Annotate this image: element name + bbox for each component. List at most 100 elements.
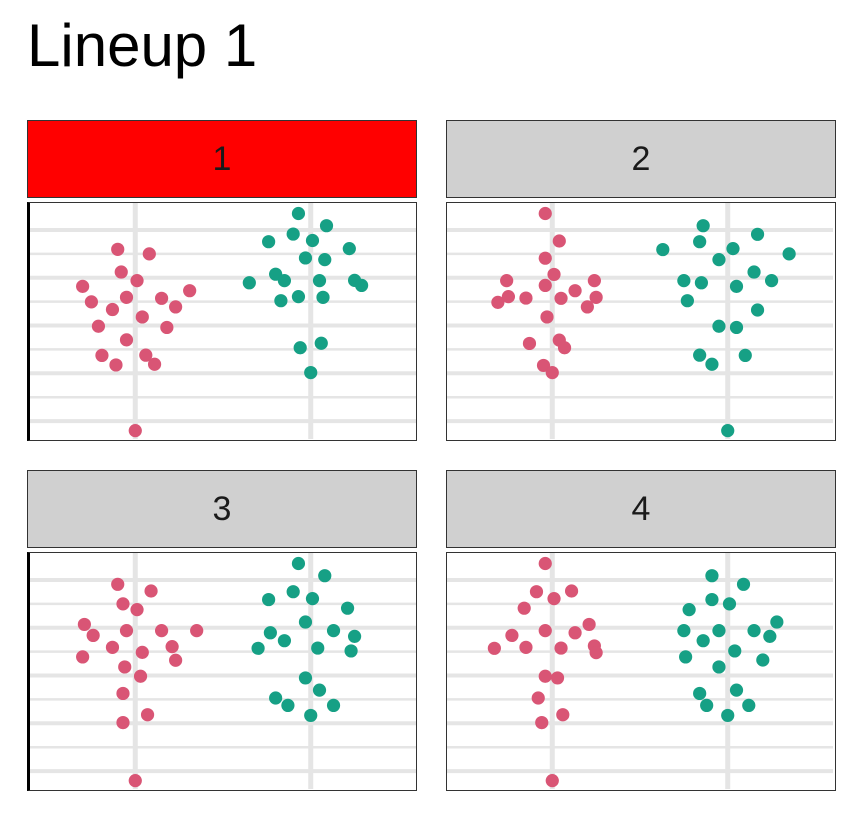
data-point-b [742, 698, 756, 712]
data-point-b [700, 698, 714, 712]
data-point-a [116, 597, 130, 611]
data-point-b [277, 634, 292, 648]
data-point-a [116, 715, 130, 730]
data-point-a [582, 617, 596, 632]
data-point-b [728, 644, 742, 658]
data-point-b [696, 634, 710, 648]
data-point-b [298, 251, 313, 265]
data-point-a [119, 624, 134, 638]
data-point-b [729, 320, 744, 335]
data-point-a [116, 686, 130, 701]
data-point-a [95, 348, 109, 362]
data-point-b [747, 624, 761, 638]
data-point-a [160, 320, 174, 335]
data-point-a [154, 624, 169, 638]
data-point-a [589, 646, 603, 660]
data-point-b [705, 592, 719, 607]
data-point-b [305, 233, 320, 248]
data-point-b [312, 683, 327, 697]
data-point-a [111, 577, 125, 591]
data-point-b [747, 265, 761, 279]
data-point-b [298, 671, 313, 685]
data-point-b [750, 303, 765, 317]
data-point-b [304, 365, 318, 380]
plot-area [446, 202, 836, 441]
data-point-a [109, 358, 123, 372]
data-point-b [726, 242, 740, 256]
data-point-a [545, 774, 559, 788]
data-point-a [550, 671, 565, 685]
data-point-a [587, 274, 601, 288]
data-point-a [118, 660, 132, 674]
facet-panel-1: 1 [27, 120, 417, 441]
facet-label: 3 [212, 489, 232, 528]
data-point-b [286, 227, 300, 241]
data-point-a [538, 278, 552, 293]
data-point-a [568, 284, 582, 298]
data-point-a [540, 310, 554, 324]
data-point-b [756, 653, 770, 667]
data-point-a [545, 365, 559, 380]
data-point-b [738, 348, 752, 362]
data-point-b [656, 242, 670, 257]
facet-panel-3: 3 [27, 470, 417, 791]
data-point-a [491, 295, 505, 309]
data-point-b [344, 644, 358, 658]
data-point-a [564, 584, 579, 598]
data-point-a [554, 291, 568, 305]
data-point-a [554, 641, 568, 655]
data-point-a [190, 624, 204, 638]
data-point-b [782, 247, 796, 261]
plot-area [446, 552, 836, 791]
data-point-b [286, 585, 300, 599]
data-point-a [531, 691, 545, 705]
data-point-b [705, 569, 719, 583]
data-point-b [347, 629, 362, 643]
data-point-a [580, 300, 594, 314]
data-point-b [312, 274, 327, 288]
data-point-b [242, 276, 256, 290]
data-point-b [712, 660, 726, 674]
data-point-b [712, 624, 726, 638]
data-point-b [263, 626, 277, 640]
data-point-a [86, 628, 100, 643]
data-point-a [154, 291, 169, 305]
data-point-b [314, 336, 328, 350]
data-point-a [536, 358, 551, 373]
data-point-b [694, 276, 709, 290]
data-point-a [501, 290, 516, 304]
data-point-b [251, 641, 265, 655]
data-point-a [111, 242, 125, 256]
data-point-b [679, 650, 693, 664]
data-point-b [721, 424, 735, 438]
data-point-a [119, 333, 134, 347]
data-point-a [487, 641, 501, 655]
data-point-b [269, 691, 283, 705]
data-point-a [91, 319, 106, 333]
data-point-a [77, 617, 91, 632]
data-point-a [552, 234, 566, 248]
facet-panel-4: 4 [446, 470, 836, 791]
data-point-b [318, 253, 332, 267]
data-point-b [326, 698, 341, 712]
plot-area [27, 202, 417, 441]
data-point-b [355, 278, 369, 293]
data-point-b [277, 274, 292, 288]
data-point-b [696, 219, 710, 233]
facet-strip-1: 1 [27, 120, 417, 198]
data-point-a [105, 640, 120, 654]
data-point-a [169, 300, 183, 314]
data-point-a [538, 669, 552, 683]
data-point-a [147, 357, 162, 371]
facet-label: 2 [631, 139, 651, 178]
data-point-b [319, 219, 334, 233]
data-point-b [262, 235, 276, 249]
data-point-b [722, 597, 737, 611]
data-point-b [291, 206, 306, 221]
data-point-b [262, 592, 276, 607]
data-point-a [517, 601, 531, 615]
data-point-b [274, 294, 288, 308]
data-point-b [305, 592, 320, 606]
data-point-b [342, 242, 356, 256]
data-point-a [76, 279, 90, 293]
